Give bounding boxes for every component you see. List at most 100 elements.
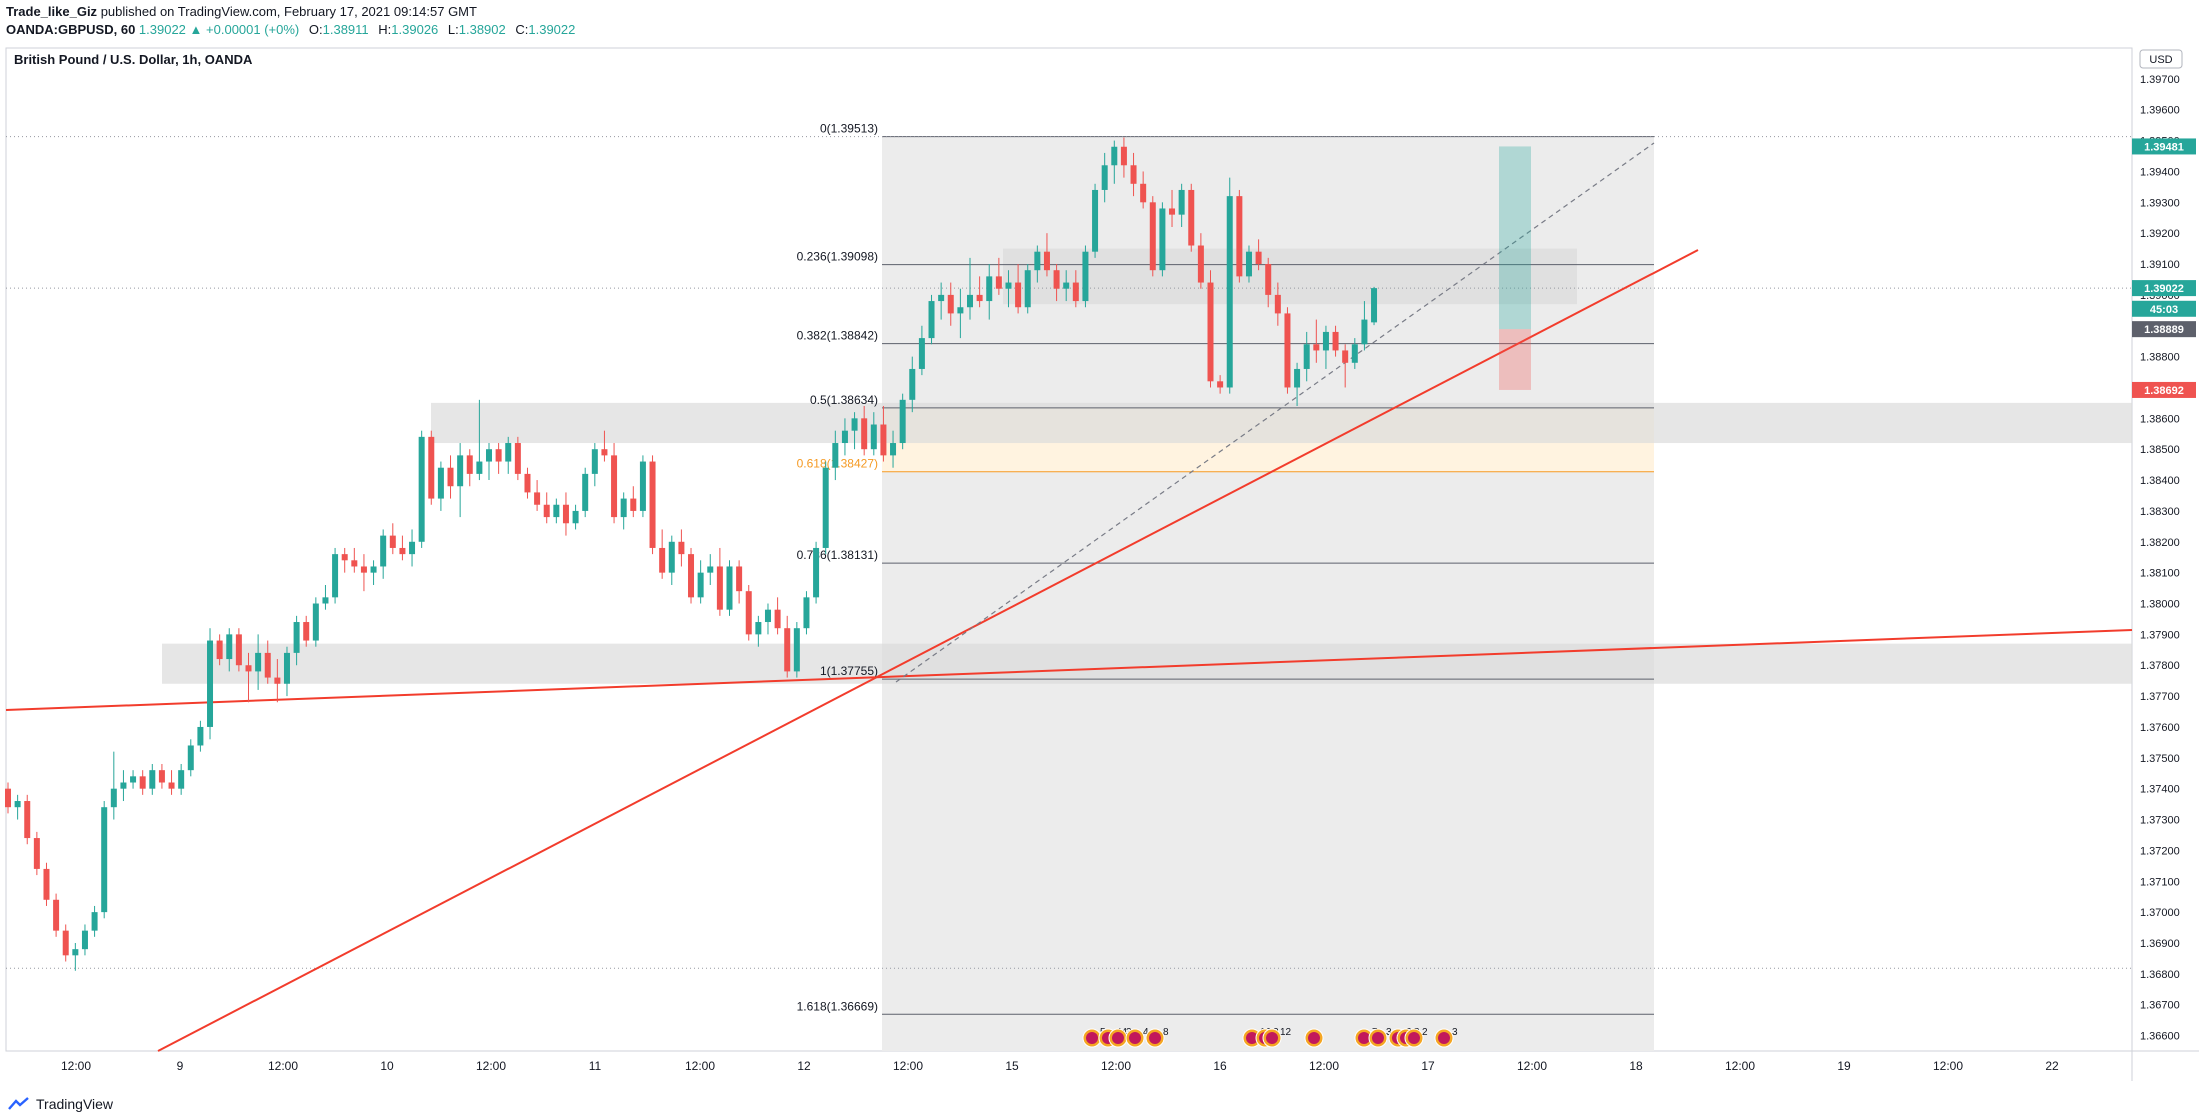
candle-body[interactable] [101,807,108,913]
candle-body[interactable] [678,541,685,555]
candle-body[interactable] [1361,319,1368,345]
candle-body[interactable] [639,461,646,511]
candle-body[interactable] [870,424,877,450]
currency-button[interactable]: USD [2139,49,2183,69]
candle-body[interactable] [322,597,329,604]
candle-body[interactable] [736,566,743,592]
candle-body[interactable] [14,801,21,808]
candle-body[interactable] [389,535,396,548]
candle-body[interactable] [611,455,618,518]
candle-body[interactable] [543,504,550,518]
candle-body[interactable] [168,782,175,789]
candle-body[interactable] [62,930,69,956]
position-stop-zone[interactable] [1499,329,1531,390]
candle-body[interactable] [1207,282,1214,382]
candle-body[interactable] [418,436,425,542]
candle-body[interactable] [841,430,848,444]
candle-body[interactable] [1351,344,1358,363]
candle-body[interactable] [370,566,377,573]
candle-body[interactable] [466,455,473,474]
candle-body[interactable] [1245,251,1252,277]
demand-zone[interactable] [162,643,2132,684]
supply-zone[interactable] [1003,248,1577,305]
candle-body[interactable] [1120,146,1127,166]
position-target-zone[interactable] [1499,146,1531,330]
candle-body[interactable] [957,307,964,314]
candle-body[interactable] [1015,282,1022,308]
candle-body[interactable] [813,547,820,598]
candle-body[interactable] [486,449,492,462]
candle-body[interactable] [822,467,829,548]
candle-body[interactable] [1130,165,1137,184]
candle-body[interactable] [255,652,262,672]
candle-body[interactable] [1169,208,1176,215]
candle-body[interactable] [332,554,339,598]
candle-body[interactable] [1284,313,1291,388]
candle-body[interactable] [1371,288,1378,323]
candle-body[interactable] [1303,344,1310,369]
candle-body[interactable] [1342,350,1349,363]
candle-body[interactable] [1005,282,1012,289]
candle-body[interactable] [659,547,666,573]
candle-body[interactable] [1188,189,1195,246]
candle-body[interactable] [514,443,521,474]
candle-body[interactable] [437,467,444,499]
candle-body[interactable] [1159,208,1166,271]
candle-body[interactable] [1322,331,1329,351]
candle-body[interactable] [1082,251,1089,302]
candle-body[interactable] [428,436,435,499]
candle-body[interactable] [774,609,781,629]
candle-body[interactable] [890,443,897,456]
candle-body[interactable] [303,622,310,641]
candle-body[interactable] [582,473,589,511]
candle-body[interactable] [264,652,271,678]
candle-body[interactable] [1265,264,1272,295]
candle-body[interactable] [938,294,945,302]
candle-body[interactable] [1294,368,1301,388]
candle-body[interactable] [1101,165,1108,190]
candle-body[interactable] [476,461,483,474]
candle-body[interactable] [226,634,233,660]
candle-body[interactable] [1236,196,1243,277]
candle-body[interactable] [832,443,839,468]
candle-body[interactable] [197,726,204,746]
candle-body[interactable] [1072,282,1079,302]
candle-body[interactable] [716,566,723,610]
candle-body[interactable] [947,294,954,314]
candle-body[interactable] [553,504,560,518]
candle-body[interactable] [986,276,993,302]
candle-body[interactable] [899,399,906,444]
candle-body[interactable] [1178,189,1185,215]
candle-body[interactable] [81,930,88,950]
candle-body[interactable] [784,628,791,672]
candle-body[interactable] [1197,245,1204,283]
candle-body[interactable] [630,498,637,511]
candle-body[interactable] [283,652,290,684]
fib-trend-dashed-line[interactable] [895,142,1655,683]
candle-body[interactable] [861,418,868,450]
candle-body[interactable] [505,443,512,462]
candle-body[interactable] [1111,146,1118,166]
candle-body[interactable] [33,838,40,869]
candle-body[interactable] [245,665,252,672]
candle-body[interactable] [1053,270,1060,289]
candle-body[interactable] [793,628,800,672]
candle-body[interactable] [149,770,156,789]
candle-body[interactable] [668,541,675,573]
candle-body[interactable] [1332,331,1339,351]
candle-body[interactable] [110,788,117,808]
candle-body[interactable] [1034,251,1041,271]
candle-body[interactable] [1217,381,1224,388]
candle-body[interactable] [187,745,194,771]
candle-body[interactable] [457,455,464,487]
candle-body[interactable] [534,492,541,505]
candle-body[interactable] [1024,270,1031,308]
candle-body[interactable] [120,782,127,789]
tradingview-brand[interactable]: TradingView [8,1096,113,1112]
candle-body[interactable] [1274,294,1281,314]
candle-body[interactable] [1313,344,1320,351]
candle-body[interactable] [447,467,454,487]
trendline-steep[interactable] [157,249,1699,1052]
candle-body[interactable] [745,591,752,635]
